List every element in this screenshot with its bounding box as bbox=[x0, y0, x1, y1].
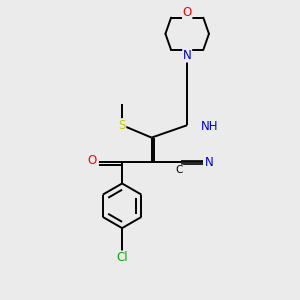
Text: S: S bbox=[118, 119, 126, 132]
Text: Cl: Cl bbox=[116, 251, 128, 264]
Text: O: O bbox=[87, 154, 97, 167]
Text: N: N bbox=[205, 156, 214, 169]
Text: C: C bbox=[176, 165, 183, 175]
Text: N: N bbox=[183, 49, 192, 62]
Text: NH: NH bbox=[201, 120, 219, 133]
Text: O: O bbox=[183, 6, 192, 19]
